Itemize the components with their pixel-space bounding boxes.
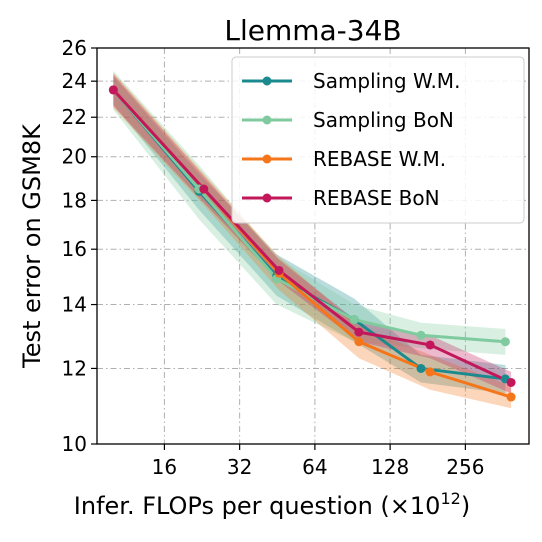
legend-marker-sampling-bon [262, 115, 272, 125]
x-axis-label-exponent: 12 [440, 489, 460, 508]
x-tick-label: 32 [227, 455, 252, 479]
legend-label-sampling-bon: Sampling BoN [313, 108, 454, 132]
point-sampling-bon [500, 337, 510, 347]
point-rebase-bon [108, 85, 118, 95]
y-tick-label: 18 [62, 188, 87, 212]
legend-label-sampling-w-m: Sampling W.M. [313, 69, 460, 93]
line-rebase-bon [112, 88, 512, 384]
legend-marker-sampling-w-m [262, 76, 272, 86]
y-tick-label: 14 [62, 293, 87, 317]
plot-frame [96, 47, 530, 445]
point-rebase-bon [199, 184, 209, 194]
point-rebase-w-m [425, 367, 435, 377]
legend-box [231, 56, 525, 224]
legend-label-rebase-w-m: REBASE W.M. [313, 147, 446, 171]
point-sampling-bon [349, 315, 359, 325]
point-rebase-bon [354, 327, 364, 337]
y-tick-label: 26 [62, 36, 87, 60]
x-axis-ticks: 16 32 64 128 256 [152, 444, 484, 479]
point-sampling-w-m [416, 363, 426, 373]
series-points [108, 85, 516, 402]
series-lines [112, 88, 512, 399]
x-tick-label: 256 [446, 455, 484, 479]
x-axis-label-close: ) [461, 492, 470, 520]
point-rebase-bon [506, 377, 516, 387]
y-tick-label: 20 [62, 145, 87, 169]
y-tick-label: 16 [62, 237, 87, 261]
legend-marker-rebase-w-m [262, 154, 272, 164]
y-tick-label: 24 [62, 69, 87, 93]
y-axis-label: Test error on GSM8K [18, 123, 46, 369]
point-rebase-bon [425, 340, 435, 350]
x-axis-label: Infer. FLOPs per question (×1012) [74, 489, 470, 520]
y-tick-label: 22 [62, 105, 87, 129]
point-rebase-bon [274, 265, 284, 275]
chart-title: Llemma-34B [224, 14, 401, 47]
y-tick-label: 12 [62, 356, 87, 380]
point-rebase-w-m [354, 337, 364, 347]
legend: Sampling W.M. Sampling BoN REBASE W.M. REBA… [231, 56, 525, 224]
x-tick-label: 64 [302, 455, 327, 479]
y-tick-label: 10 [62, 432, 87, 456]
legend-marker-rebase-bon [262, 193, 272, 203]
x-tick-label: 16 [152, 455, 177, 479]
x-axis-label-main: Infer. FLOPs per question (×10 [74, 492, 441, 520]
point-sampling-bon [416, 330, 426, 340]
band-rebase-bon [113, 74, 512, 394]
point-rebase-w-m [506, 392, 516, 402]
x-tick-label: 128 [371, 455, 409, 479]
y-axis-ticks: 10 12 14 16 18 20 22 24 26 [62, 36, 97, 456]
legend-label-rebase-bon: REBASE BoN [313, 186, 440, 210]
